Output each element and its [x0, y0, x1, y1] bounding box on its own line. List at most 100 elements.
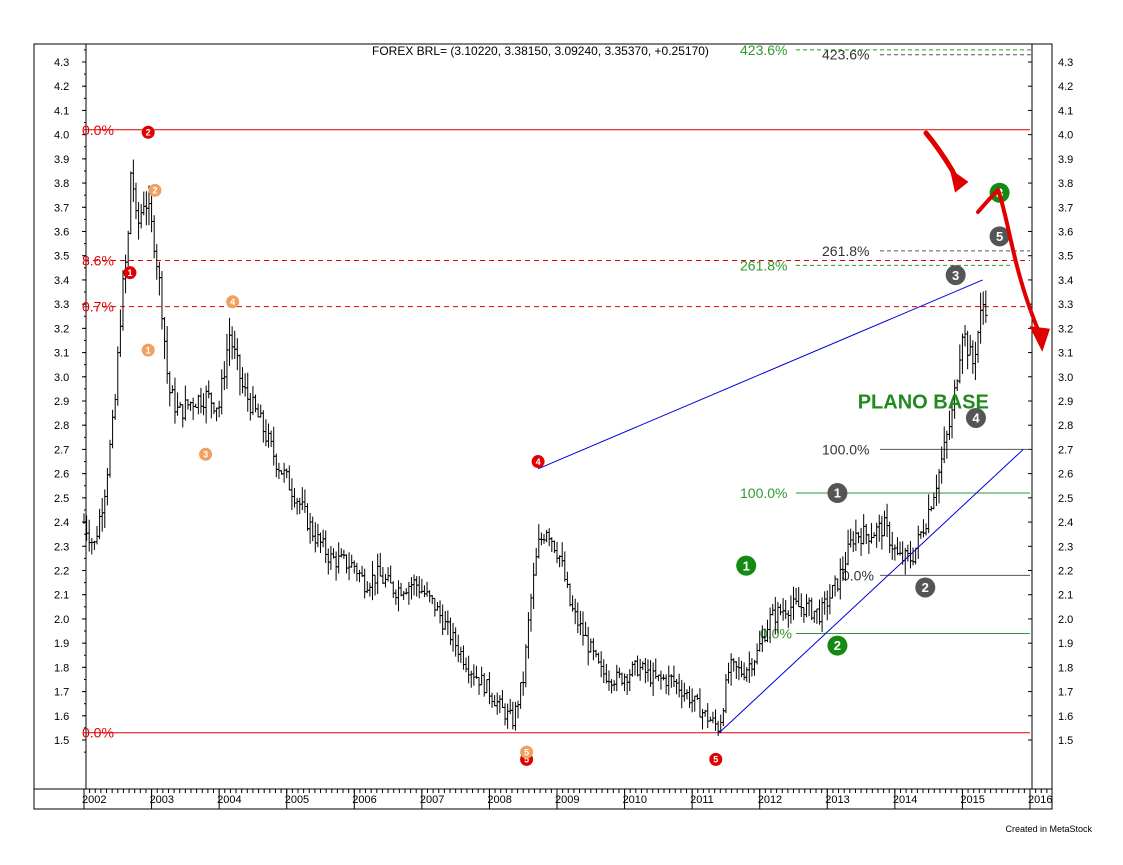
y-tick-label-left: 3.7	[54, 202, 69, 214]
x-tick-label: 2011	[690, 794, 714, 806]
y-tick-label-left: 2.0	[54, 614, 69, 626]
plano-base-annotation: PLANO BASE	[858, 391, 989, 413]
trendlines	[537, 279, 1024, 734]
trendline	[537, 279, 983, 470]
fib-label: 0.0%	[82, 122, 114, 138]
fib-label: 8.6%	[82, 253, 114, 269]
fib-label: 0.0%	[82, 725, 114, 741]
y-tick-label-left: 3.0	[54, 372, 69, 384]
plot-frame	[33, 43, 1053, 810]
wave-label-circle	[989, 226, 1010, 247]
y-tick-label-left: 3.2	[54, 323, 69, 335]
wave-label-number: 3	[952, 268, 959, 283]
y-tick-label-left: 4.3	[54, 57, 69, 69]
wave-label-number: 1	[743, 558, 750, 573]
y-tick-label-left: 4.1	[54, 105, 69, 117]
wave-label-number: 2	[922, 580, 929, 595]
y-tick-label-left: 1.5	[54, 735, 69, 747]
x-tick-label: 2002	[82, 794, 106, 806]
forecast-path	[923, 130, 1051, 352]
wave-label-number: 5	[713, 755, 718, 765]
y-tick-label-right: 3.2	[1058, 323, 1073, 335]
wave-label-circle	[141, 343, 155, 357]
wave-label-number: 2	[146, 127, 151, 137]
y-tick-label-right: 3.4	[1058, 275, 1073, 287]
forecast-arrow-down	[923, 130, 961, 185]
y-tick-label-right: 2.9	[1058, 396, 1073, 408]
wave-label-circle	[915, 577, 936, 598]
wave-label-number: 1	[834, 486, 841, 501]
y-tick-label-right: 2.3	[1058, 541, 1073, 553]
y-tick-label-right: 4.2	[1058, 81, 1073, 93]
y-tick-label-right: 2.0	[1058, 614, 1073, 626]
y-tick-label-right: 3.5	[1058, 251, 1073, 263]
wave-label-circle	[520, 745, 534, 759]
y-tick-label-left: 4.0	[54, 130, 69, 142]
y-axis-right: 4.3 4.2 4.1 4.0 3.9 3.8 3.7 3.6 3.5 3.4 3.3 3.2 3.1 3…	[1028, 44, 1073, 789]
y-tick-label-left: 1.7	[54, 687, 69, 699]
x-axis: 2002 2003 2004 2005 2006 2007 2008 2009 2010 2011…	[34, 788, 1052, 809]
wave-label-number: 5	[996, 229, 1003, 244]
trendline	[718, 449, 1024, 734]
wave-label-circle	[148, 183, 162, 197]
y-tick-label-right: 4.0	[1058, 130, 1073, 142]
y-tick-label-left: 1.8	[54, 662, 69, 674]
y-tick-label-right: 1.6	[1058, 711, 1073, 723]
wave-label-number: 4	[536, 457, 541, 467]
fib-label: 261.8%	[740, 257, 787, 273]
wave-label-circle	[123, 266, 137, 280]
wave-label-number: 5	[524, 747, 529, 757]
wave-label-circle	[709, 752, 723, 766]
y-tick-label-left: 2.9	[54, 396, 69, 408]
y-tick-label-left: 2.4	[54, 517, 69, 529]
x-tick-label: 2010	[623, 794, 647, 806]
y-tick-label-left: 2.7	[54, 444, 69, 456]
wave-label-number: 1	[127, 268, 132, 278]
y-tick-label-right: 2.4	[1058, 517, 1073, 529]
fib-label: 100.0%	[822, 441, 869, 457]
fib-label: 100.0%	[740, 485, 787, 501]
y-tick-label-right: 3.8	[1058, 178, 1073, 190]
y-tick-label-left: 2.3	[54, 541, 69, 553]
wave-label-circle	[736, 555, 757, 576]
x-tick-label: 2008	[487, 794, 511, 806]
footer-credit: Created in MetaStock	[1005, 824, 1092, 834]
y-tick-label-right: 1.5	[1058, 735, 1073, 747]
y-tick-label-left: 3.6	[54, 227, 69, 239]
chart-title: FOREX BRL= (3.10220, 3.38150, 3.09240, 3…	[372, 44, 709, 58]
wave-label-circle	[199, 447, 213, 461]
wave-label-circle	[141, 125, 155, 139]
y-tick-label-left: 3.1	[54, 348, 69, 360]
x-tick-label: 2012	[758, 794, 782, 806]
wave-label-circle	[827, 483, 848, 504]
y-tick-label-right: 2.7	[1058, 444, 1073, 456]
y-tick-label-right: 3.7	[1058, 202, 1073, 214]
y-axis-left: 4.3 4.2 4.1 4.0 3.9 3.8 3.7 3.6 3.5 3.4 3.3 3.2 3.1 3…	[54, 44, 87, 789]
wave-label-number: 4	[972, 411, 980, 426]
fib-label: 0.0%	[842, 567, 874, 583]
wave-label-number: 2	[152, 186, 157, 196]
wave-label-circle	[531, 455, 545, 469]
y-tick-label-left: 1.9	[54, 638, 69, 650]
y-tick-label-right: 2.6	[1058, 469, 1073, 481]
y-tick-label-right: 2.2	[1058, 566, 1073, 578]
wave-label-number: 1	[146, 345, 151, 355]
y-tick-label-left: 3.5	[54, 251, 69, 263]
fib-label: 261.8%	[822, 243, 869, 259]
x-tick-label: 2006	[352, 794, 376, 806]
y-tick-label-left: 2.8	[54, 420, 69, 432]
forecast-arrowhead	[949, 168, 969, 193]
x-tick-label: 2005	[285, 794, 309, 806]
x-tick-label: 2015	[960, 794, 984, 806]
y-tick-label-right: 4.3	[1058, 57, 1073, 69]
forecast-path-line	[976, 186, 1044, 342]
fib-label: 423.6%	[740, 42, 787, 58]
x-tick-label: 2014	[893, 794, 917, 806]
wave-label-number: 2	[834, 638, 841, 653]
y-tick-label-right: 3.1	[1058, 348, 1073, 360]
y-tick-label-left: 4.2	[54, 81, 69, 93]
y-tick-label-right: 1.8	[1058, 662, 1073, 674]
wave-label-circle	[226, 295, 240, 309]
wave-label-number: 5	[524, 755, 529, 765]
